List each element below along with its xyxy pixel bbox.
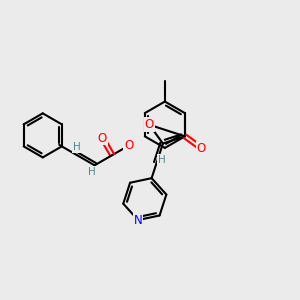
Text: H: H — [73, 142, 81, 152]
Text: O: O — [124, 139, 133, 152]
Text: O: O — [197, 142, 206, 155]
Text: O: O — [145, 118, 154, 131]
Text: H: H — [88, 167, 95, 177]
Text: N: N — [134, 214, 142, 226]
Text: H: H — [158, 155, 166, 165]
Text: O: O — [98, 131, 107, 145]
